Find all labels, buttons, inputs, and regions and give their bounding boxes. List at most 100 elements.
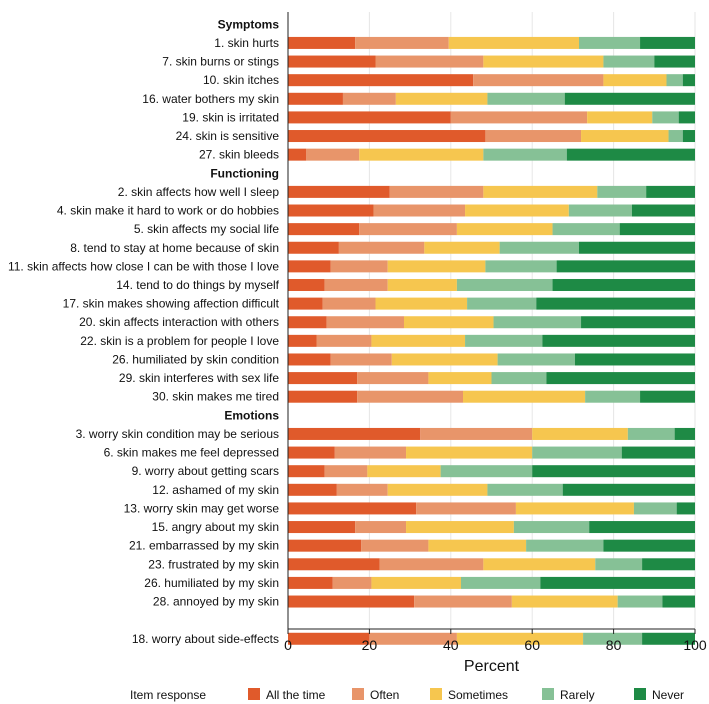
row-label: 9. worry about getting scars — [132, 464, 279, 478]
bar-segment-never — [640, 36, 695, 49]
bar-segment-sometimes — [371, 576, 461, 589]
row-label: 18. worry about side-effects — [132, 632, 279, 646]
bar-segment-all-the-time — [288, 260, 331, 273]
row-label: 8. tend to stay at home because of skin — [70, 241, 279, 255]
bar-segment-never — [662, 595, 695, 608]
bar-segment-all-the-time — [288, 372, 358, 385]
bar-segment-rarely — [499, 241, 580, 254]
legend-label-sometimes: Sometimes — [448, 688, 508, 702]
bar-segment-never — [542, 334, 695, 347]
bar-segment-sometimes — [456, 632, 584, 645]
bar-segment-all-the-time — [288, 465, 325, 478]
bar-segment-often — [306, 148, 360, 161]
bar-segment-never — [682, 74, 695, 87]
bar-segment-never — [631, 204, 695, 217]
row-label: 13. worry skin may get worse — [124, 501, 280, 515]
bar-segment-rarely — [440, 465, 533, 478]
bar-segment-never — [589, 521, 695, 534]
legend: Item response All the time Often Sometimes… — [130, 688, 684, 702]
bar-segment-rarely — [603, 55, 655, 68]
bars — [288, 36, 695, 645]
bar-segment-sometimes — [515, 502, 634, 515]
bar-segment-all-the-time — [288, 223, 360, 236]
bar-segment-sometimes — [371, 334, 466, 347]
bar-segment-all-the-time — [288, 558, 380, 571]
bar-segment-rarely — [487, 92, 565, 105]
bar-segment-often — [375, 55, 484, 68]
bar-segment-sometimes — [428, 539, 527, 552]
bar-segment-often — [414, 595, 512, 608]
bar-segment-often — [355, 36, 449, 49]
bar-segment-rarely — [491, 372, 547, 385]
section-label: Emotions — [224, 408, 279, 422]
bar-segment-all-the-time — [288, 278, 325, 291]
bar-segment-rarely — [585, 390, 641, 403]
bar-segment-sometimes — [387, 483, 488, 496]
bar-segment-often — [338, 241, 425, 254]
bar-segment-often — [389, 185, 484, 198]
x-axis: 0 20 40 60 80 100 — [284, 12, 707, 653]
bar-segment-never — [621, 446, 695, 459]
bar-segment-never — [678, 111, 695, 124]
legend-label-rarely: Rarely — [560, 688, 595, 702]
bar-segment-rarely — [633, 502, 677, 515]
row-label: 19. skin is irritated — [182, 110, 279, 124]
bar-segment-rarely — [465, 334, 543, 347]
bar-segment-sometimes — [463, 390, 586, 403]
bar-segment-sometimes — [428, 372, 492, 385]
bar-segment-sometimes — [424, 241, 500, 254]
bar-segment-never — [562, 483, 695, 496]
bar-segment-rarely — [595, 558, 643, 571]
bar-segment-never — [566, 148, 695, 161]
bar-segment-all-the-time — [288, 483, 337, 496]
bar-segment-rarely — [579, 36, 641, 49]
bar-segment-all-the-time — [288, 55, 376, 68]
legend-swatch-never — [634, 688, 646, 700]
row-label: 22. skin is a problem for people I love — [80, 334, 279, 348]
row-label: 28. annoyed by my skin — [153, 595, 279, 609]
bar-segment-all-the-time — [288, 595, 415, 608]
bar-segment-often — [336, 483, 388, 496]
row-label: 6. skin makes me feel depressed — [104, 446, 279, 460]
legend-swatch-often — [352, 688, 364, 700]
bar-segment-sometimes — [395, 92, 488, 105]
bar-segment-sometimes — [406, 446, 533, 459]
bar-segment-often — [330, 260, 388, 273]
bar-segment-sometimes — [403, 316, 494, 329]
row-label: 2. skin affects how well I sleep — [118, 185, 280, 199]
legend-label-never: Never — [652, 688, 684, 702]
bar-segment-often — [324, 465, 368, 478]
bar-segment-never — [642, 558, 695, 571]
x-axis-title: Percent — [464, 658, 520, 675]
row-label: 15. angry about my skin — [152, 520, 279, 534]
legend-swatch-rarely — [542, 688, 554, 700]
x-tick-label: 20 — [362, 637, 378, 653]
bar-segment-sometimes — [511, 595, 618, 608]
bar-segment-never — [556, 260, 695, 273]
bar-segment-all-the-time — [288, 576, 333, 589]
bar-segment-sometimes — [375, 297, 468, 310]
x-tick-label: 80 — [606, 637, 622, 653]
row-label: 16. water bothers my skin — [142, 92, 279, 106]
bar-segment-often — [379, 558, 484, 571]
bar-segment-rarely — [666, 74, 683, 87]
section-label: Symptoms — [218, 17, 280, 31]
bar-segment-often — [416, 502, 516, 515]
bar-segment-all-the-time — [288, 427, 421, 440]
bar-segment-rarely — [532, 446, 622, 459]
bar-segment-rarely — [467, 297, 537, 310]
bar-segment-all-the-time — [288, 130, 486, 143]
row-label: 14. tend to do things by myself — [116, 278, 279, 292]
bar-segment-often — [342, 92, 396, 105]
bar-segment-never — [676, 502, 695, 515]
bar-segment-rarely — [497, 353, 575, 366]
bar-segment-often — [450, 111, 588, 124]
row-label: 27. skin bleeds — [199, 148, 279, 162]
bar-segment-sometimes — [581, 130, 669, 143]
row-label: 21. embarrassed by my skin — [129, 539, 279, 553]
bar-segment-all-the-time — [288, 204, 374, 217]
bar-segment-never — [640, 390, 695, 403]
row-label: 3. worry skin condition may be serious — [76, 427, 279, 441]
bar-segment-often — [324, 278, 388, 291]
